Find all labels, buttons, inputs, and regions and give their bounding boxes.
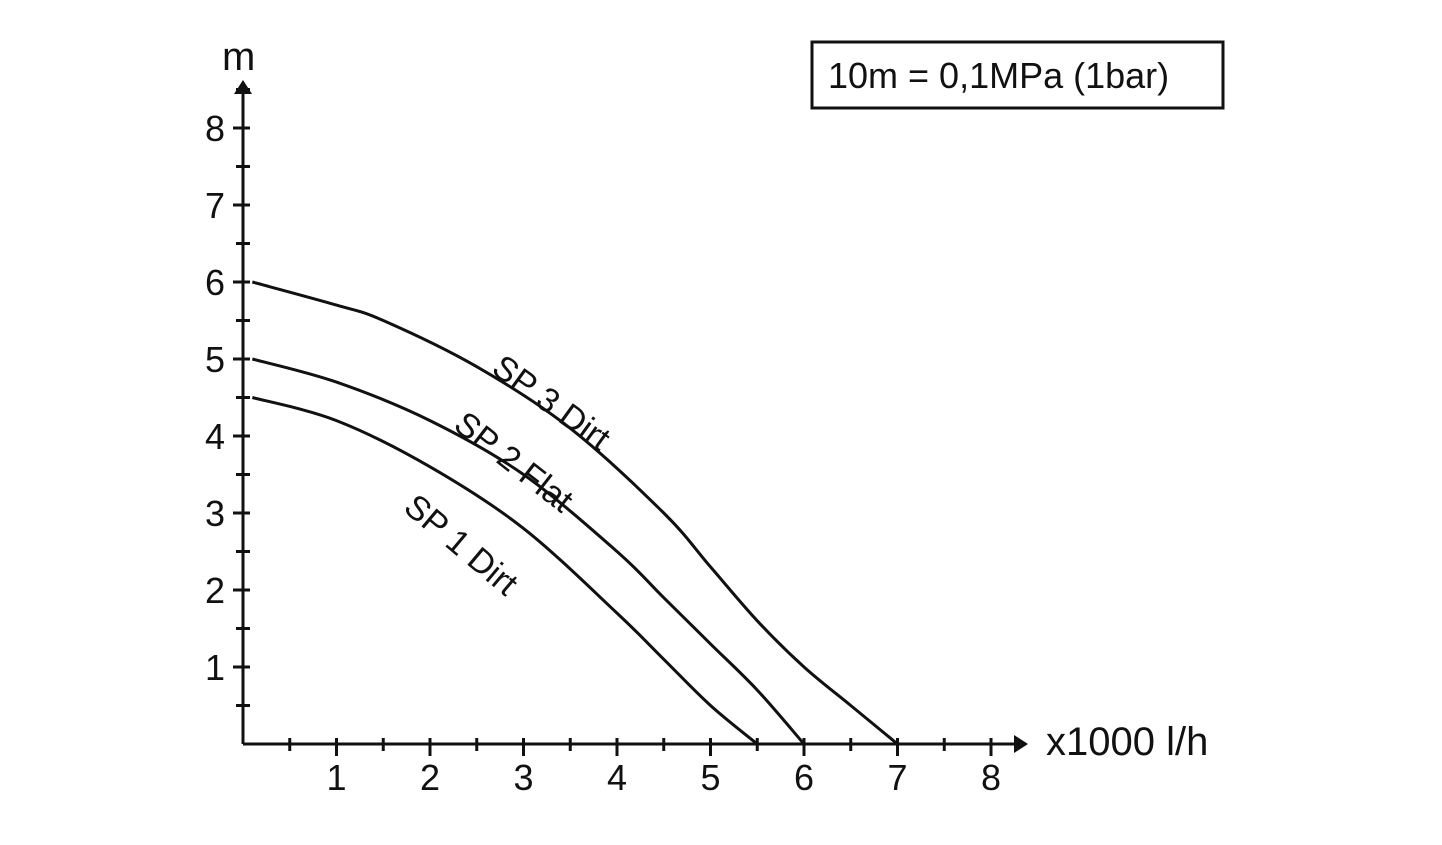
x-tick-label: 8 xyxy=(981,757,1001,798)
x-tick-label: 3 xyxy=(513,757,533,798)
y-tick-label: 6 xyxy=(205,262,225,303)
curves xyxy=(251,280,899,746)
x-axis-arrow-icon xyxy=(1014,735,1028,753)
y-axis-arrow-icon xyxy=(234,80,252,94)
ticks xyxy=(233,88,993,756)
x-tick-label: 1 xyxy=(326,757,346,798)
curve-sp-2-flat xyxy=(251,357,806,745)
x-tick-label: 2 xyxy=(420,757,440,798)
x-axis-label: x1000 l/h xyxy=(1046,720,1208,764)
x-tick-label: 5 xyxy=(700,757,720,798)
axes xyxy=(234,80,1028,753)
x-tick-label: 4 xyxy=(607,757,627,798)
unit-note-text: 10m = 0,1MPa (1bar) xyxy=(828,55,1169,96)
y-tick-label: 7 xyxy=(205,185,225,226)
x-tick-label: 7 xyxy=(887,757,907,798)
y-axis-label: m xyxy=(222,35,255,79)
unit-note-box xyxy=(810,40,1225,110)
tick-labels: 1 2 3 4 5 6 7 8 1 2 3 4 5 6 7 8 xyxy=(205,108,1001,798)
curve-sp-1-dirt xyxy=(251,396,759,746)
y-tick-label: 5 xyxy=(205,339,225,380)
unit-note: 10m = 0,1MPa (1bar) xyxy=(810,40,1225,110)
curve-sp-3-dirt xyxy=(251,280,899,746)
curve-label-sp-1-dirt: SP 1 Dirt xyxy=(397,487,526,604)
y-tick-label: 2 xyxy=(205,570,225,611)
x-tick-label: 6 xyxy=(794,757,814,798)
y-tick-label: 4 xyxy=(205,416,225,457)
y-tick-label: 3 xyxy=(205,493,225,534)
y-tick-label: 8 xyxy=(205,108,225,149)
y-tick-label: 1 xyxy=(205,647,225,688)
